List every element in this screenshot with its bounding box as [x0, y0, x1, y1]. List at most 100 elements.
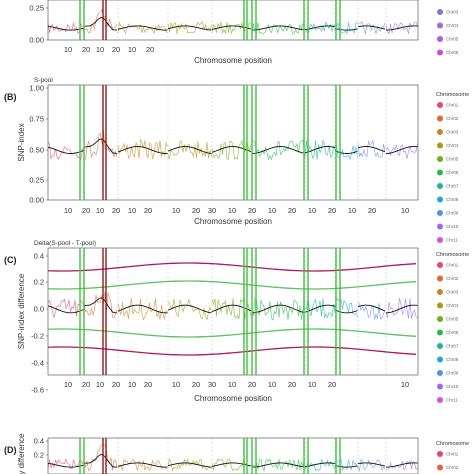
legend-swatch: [437, 302, 443, 309]
panel-4: 0.4 0.2 cy difference(D) Chromosome Chr01 Chr…: [4, 433, 469, 474]
x-tick-label: 20: [144, 380, 152, 389]
plot-frame: [47, 437, 419, 474]
x-tick-label: 10: [172, 206, 180, 215]
x-tick-label: 10: [64, 206, 72, 215]
series-line-raw: [117, 298, 168, 321]
y-axis-label: SNP-index: [17, 123, 26, 161]
series-line-raw: [304, 21, 336, 35]
series-line-smoothed: [117, 304, 168, 314]
x-axis-label: Chromosome position: [194, 394, 272, 403]
y-tick-label: 0.4: [34, 437, 44, 446]
legend-swatch: [437, 451, 443, 457]
series-line-raw: [47, 141, 85, 161]
panel-2: 1.00 0.75 0.50 0.25 0.00 SNP-index (B) S-pool 10…: [4, 77, 469, 243]
legend-swatch: [437, 196, 443, 203]
legend-swatch: [437, 383, 443, 390]
legend-entry: Chr08: [446, 197, 459, 202]
series-line-raw: [47, 298, 85, 319]
x-tick-label: 20: [144, 206, 152, 215]
legend-swatch: [437, 397, 443, 403]
series-line-raw: [334, 21, 358, 35]
legend-title: Chromosome: [436, 441, 469, 447]
legend-entry: Chr02: [446, 116, 459, 121]
series-line-raw: [385, 21, 418, 35]
series-line-raw: [167, 457, 212, 472]
legend-entry: Chr04: [446, 303, 459, 308]
series-line-raw: [357, 139, 386, 158]
series-line-smoothed: [385, 304, 418, 314]
legend-title: Chromosome: [436, 92, 469, 98]
legend-swatch: [437, 356, 443, 363]
legend-entry: Chr04: [446, 23, 459, 28]
y-tick-label: 0.00: [29, 36, 44, 45]
series-line-smoothed: [167, 25, 212, 31]
x-tick-label: 10: [308, 380, 316, 389]
series-line-raw: [357, 21, 386, 35]
x-tick-label: 10: [128, 206, 136, 215]
series-line-smoothed: [304, 146, 336, 154]
legend-entry: Chr10: [446, 384, 459, 389]
series-line-smoothed: [47, 146, 85, 154]
x-tick-label: 20: [82, 206, 90, 215]
x-tick-label: 10: [268, 206, 276, 215]
series-line-smoothed: [83, 17, 118, 31]
x-tick-label: 10: [64, 380, 72, 389]
legend-swatch: [437, 237, 443, 243]
y-axis-label: cy difference: [17, 433, 26, 474]
x-tick-label: 10: [96, 45, 104, 54]
series-line-smoothed: [83, 454, 118, 468]
legend-swatch: [437, 102, 443, 108]
series-line-raw: [167, 140, 212, 160]
series-line-smoothed: [47, 305, 85, 314]
legend-swatch: [437, 262, 443, 268]
series-line-smoothed: [211, 304, 252, 312]
x-tick-label: 20: [368, 206, 376, 215]
y-tick-label: -0.4: [31, 359, 44, 368]
x-tick-label: 10: [128, 380, 136, 389]
panel-subtitle: Delta(S-pool - T-pool): [34, 240, 96, 247]
x-tick-label: 10: [401, 206, 409, 215]
legend-swatch: [437, 183, 443, 189]
series-line-smoothed: [385, 25, 418, 31]
x-tick-label: 20: [328, 206, 336, 215]
y-tick-label: 0.25: [29, 176, 44, 185]
series-line-smoothed: [251, 25, 305, 31]
series-line-smoothed: [167, 146, 212, 154]
legend-entry: Chr03: [446, 10, 459, 15]
x-tick-label: 30: [208, 380, 216, 389]
series-line-smoothed: [47, 25, 85, 31]
x-tick-label: 10: [228, 380, 236, 389]
x-tick-label: 10: [401, 380, 409, 389]
legend-swatch: [437, 9, 443, 15]
series-line-raw: [334, 296, 358, 318]
legend-entry: Chr11: [446, 398, 458, 403]
series-line-raw: [357, 301, 386, 320]
legend-swatch: [437, 22, 443, 29]
legend-swatch: [437, 370, 443, 376]
legend-entry: Chr01: [446, 103, 459, 108]
legend-swatch: [437, 329, 443, 336]
threshold-line: [47, 328, 417, 338]
x-tick-label: 30: [208, 206, 216, 215]
series-line-raw: [385, 298, 418, 320]
x-tick-label: 10: [308, 206, 316, 215]
series-line-smoothed: [251, 146, 305, 154]
legend-swatch: [437, 156, 443, 162]
legend-entry: Chr01: [446, 263, 459, 268]
series-line-smoothed: [117, 146, 168, 154]
series-line-raw: [334, 144, 358, 161]
x-tick-label: 20: [248, 206, 256, 215]
y-tick-label: 0.50: [29, 146, 44, 155]
y-tick-label: -0.2: [31, 332, 44, 341]
legend-entry: Chr09: [446, 211, 459, 216]
series-line-smoothed: [357, 146, 386, 153]
legend-entry: Chr05: [446, 317, 459, 322]
panel-label: (D): [4, 445, 17, 455]
legend-title: Chromosome: [436, 252, 469, 258]
x-tick-label: 10: [268, 380, 276, 389]
y-tick-label: 0.00: [29, 196, 44, 205]
legend-entry: Chr01: [446, 452, 459, 457]
legend-entry: Chr05: [446, 157, 459, 162]
legend-entry: Chr03: [446, 130, 459, 135]
